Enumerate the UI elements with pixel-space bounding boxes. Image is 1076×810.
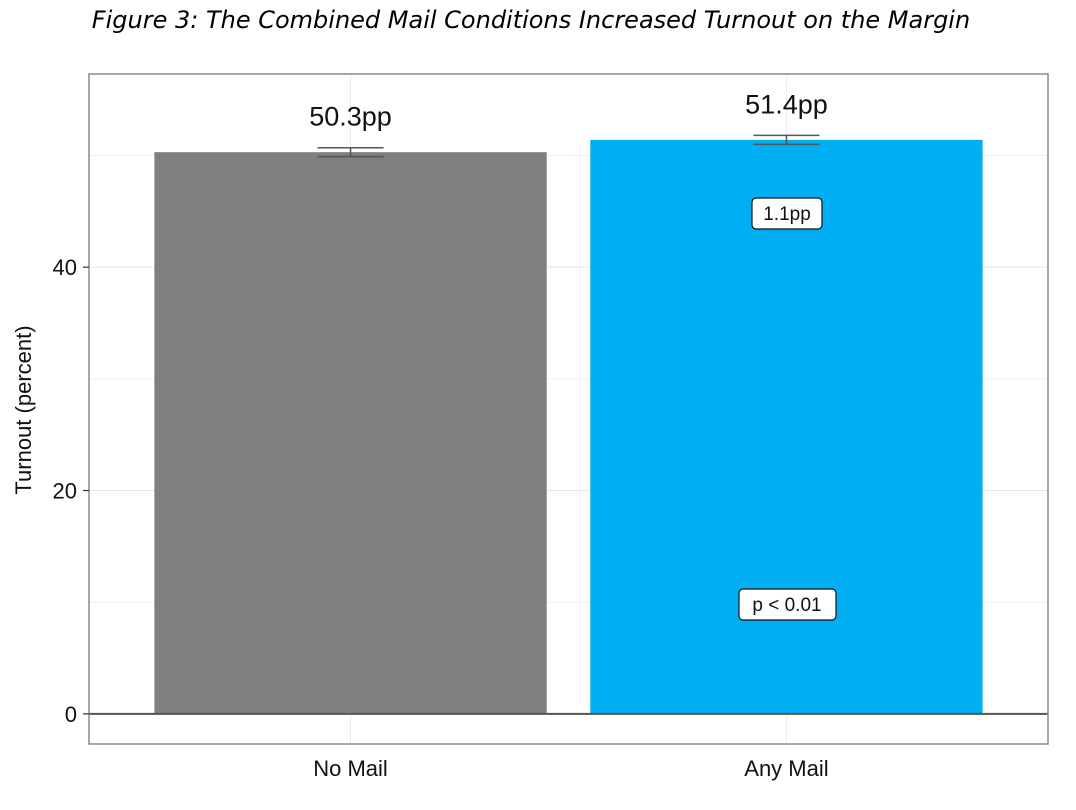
difference-annotation: 1.1pp — [751, 197, 823, 230]
y-tick-label: 20 — [53, 479, 77, 504]
y-axis: 0 20 40 — [53, 255, 89, 727]
figure-title: Figure 3: The Combined Mail Conditions I… — [91, 6, 971, 34]
p-value-annotation-box — [738, 588, 837, 621]
bar-no-mail — [154, 152, 547, 714]
plot-panel-border — [88, 73, 1049, 745]
bars — [154, 139, 983, 714]
p-value-annotation: p < 0.01 — [738, 588, 837, 621]
error-bars — [317, 134, 820, 158]
p-value-annotation-text: p < 0.01 — [752, 595, 821, 616]
value-labels: No Mail 50.3pp Any Mail 51.4pp — [309, 89, 828, 781]
difference-annotation-box — [751, 197, 823, 230]
x-category-label: Any Mail — [744, 756, 828, 781]
y-tick-label: 40 — [53, 255, 77, 280]
y-axis-title: Turnout (percent) — [11, 325, 36, 494]
y-tick-label: 0 — [65, 702, 77, 727]
bar-value-label: 50.3pp — [309, 102, 392, 132]
bar-value-label: 51.4pp — [745, 89, 828, 119]
difference-annotation-text: 1.1pp — [763, 204, 811, 225]
x-category-label: No Mail — [313, 756, 388, 781]
